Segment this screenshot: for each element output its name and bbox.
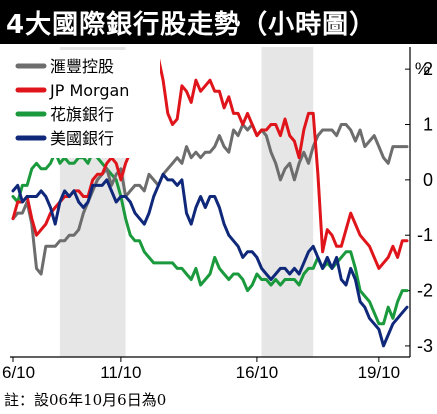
x-tick-label: 6/10	[2, 363, 35, 382]
legend-label-1: JP Morgan	[49, 81, 129, 100]
footnote: 註：設06年10月6日為0	[4, 391, 167, 409]
y-tick-label: -1	[417, 225, 433, 245]
x-tick-label: 19/10	[358, 363, 401, 382]
axes	[10, 47, 411, 362]
legend-label-3: 美國銀行	[50, 129, 114, 148]
y-tick-label: 2	[423, 59, 433, 79]
legend-label-2: 花旗銀行	[50, 105, 114, 124]
y-tick-label: 0	[423, 170, 433, 190]
y-tick-label: -3	[417, 336, 433, 356]
title-bar: 4大國際銀行股走勢（小時圖）	[0, 0, 437, 44]
series-line-3	[11, 172, 409, 348]
y-tick-label: 1	[423, 115, 433, 135]
x-tick-label: 16/10	[236, 363, 279, 382]
shaded-band-1	[261, 47, 314, 357]
y-tick-label: -2	[417, 281, 433, 301]
legend-label-0: 滙豐控股	[50, 57, 114, 76]
x-tick-label: 11/10	[100, 363, 141, 382]
axis-labels: 2 1 0 -1 -2 -3% 6/10 11/10 16/10 19/10	[2, 59, 433, 382]
series-line-0	[11, 123, 409, 276]
y-unit-label: %	[415, 59, 430, 78]
series-line-1	[11, 56, 409, 270]
chart-title: 4大國際銀行股走勢（小時圖）	[6, 10, 377, 40]
